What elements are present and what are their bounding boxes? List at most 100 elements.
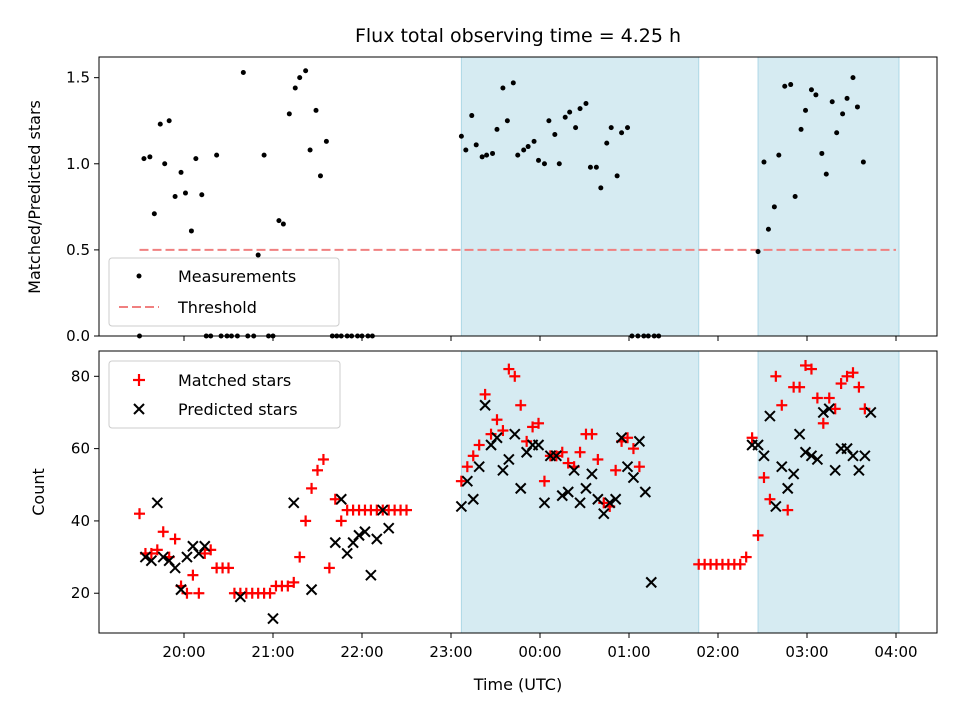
measurement-point <box>771 204 777 210</box>
predicted-point <box>139 551 152 563</box>
highlight-region <box>460 56 700 337</box>
predicted-point <box>776 460 788 473</box>
measurement-point <box>261 152 267 158</box>
predicted-point <box>479 399 491 411</box>
y-tick-label: 0.5 <box>66 241 90 259</box>
predicted-point <box>515 482 527 495</box>
predicted-point <box>181 551 193 563</box>
matched-point <box>811 392 823 404</box>
measurement-point <box>317 173 323 179</box>
measurement-point <box>813 92 819 98</box>
predicted-point <box>538 497 551 509</box>
bottom-legend: Matched stars Predicted stars <box>108 360 341 429</box>
bottom-y-ticks: 20 40 60 80 <box>71 367 99 602</box>
predicted-point <box>604 497 616 509</box>
predicted-point <box>234 591 247 603</box>
x-tick-label: 02:00 <box>696 643 739 661</box>
measurement-point <box>840 111 846 117</box>
matched-point <box>312 464 323 476</box>
legend-predicted-label: Predicted stars <box>178 400 298 419</box>
top-panel: 0.0 0.5 1.0 1.5 Matched/Predicted stars Mea… <box>25 56 938 345</box>
matched-point <box>622 432 634 444</box>
measurement-point <box>598 185 604 191</box>
bottom-legend-box <box>108 360 341 429</box>
predicted-point <box>817 406 830 419</box>
predicted-point <box>473 460 485 473</box>
predicted-point <box>377 504 389 516</box>
matched-point <box>282 580 294 592</box>
measurement-point <box>541 161 547 167</box>
measurement-point <box>782 83 788 89</box>
matched-point <box>764 493 776 505</box>
measurement-point <box>141 156 147 162</box>
measurement-point <box>172 194 178 199</box>
measurement-point <box>307 147 313 153</box>
matched-point <box>538 475 550 487</box>
predicted-point <box>633 435 646 448</box>
matched-point <box>610 464 622 476</box>
predicted-point <box>497 464 509 477</box>
predicted-point <box>382 522 395 534</box>
measurement-point <box>776 152 782 158</box>
measurement-point <box>178 169 184 175</box>
measurement-point <box>166 118 172 124</box>
measurement-point <box>494 126 500 132</box>
top-x-ticks <box>183 336 897 341</box>
measurement-point <box>755 249 761 255</box>
matched-point <box>329 493 341 505</box>
predicted-point <box>175 583 187 596</box>
top-y-axis-label: Matched/Predicted stars <box>25 100 44 294</box>
measurement-point <box>536 157 542 163</box>
predicted-point <box>764 410 776 422</box>
matched-point <box>794 381 806 393</box>
x-tick-label: 00:00 <box>518 643 561 661</box>
legend-measurements-label: Measurements <box>178 267 296 286</box>
matched-point <box>294 551 306 563</box>
measurement-point <box>854 104 860 110</box>
predicted-point <box>829 464 841 477</box>
y-tick-label: 40 <box>71 512 90 530</box>
measurement-point <box>188 228 194 234</box>
x-tick-label: 20:00 <box>162 643 205 661</box>
matched-point <box>151 544 163 556</box>
matched-point <box>800 359 812 371</box>
measurement-point <box>458 133 464 139</box>
matched-point <box>306 482 318 494</box>
measurement-point <box>587 164 593 170</box>
measurement-point <box>473 142 479 148</box>
bottom-y-axis-label: Count <box>29 468 48 516</box>
matched-point <box>627 443 639 455</box>
measurement-point <box>515 152 521 158</box>
measurement-point <box>619 130 625 136</box>
measurement-point <box>593 164 599 170</box>
x-tick-label: 03:00 <box>785 643 828 661</box>
matched-point <box>782 504 794 516</box>
measurement-point <box>490 150 496 156</box>
measurement-point <box>625 125 631 131</box>
x-tick-label: 01:00 <box>607 643 650 661</box>
matched-point <box>193 587 205 599</box>
measurement-point <box>504 118 510 124</box>
y-tick-label: 1.0 <box>66 155 90 173</box>
predicted-point <box>371 533 383 545</box>
bottom-highlight-regions <box>460 350 900 634</box>
predicted-point <box>467 493 479 505</box>
x-tick-label: 22:00 <box>340 643 383 661</box>
matched-point <box>805 363 817 375</box>
matched-point <box>853 381 865 393</box>
predicted-point <box>865 406 877 419</box>
measurement-point <box>525 144 531 150</box>
predicted-point <box>580 482 592 495</box>
measurement-point <box>531 138 537 144</box>
matched-point <box>758 472 770 484</box>
measurement-point <box>608 125 614 131</box>
matched-stars-series <box>134 359 871 599</box>
measurement-point <box>803 107 809 113</box>
predicted-point <box>532 439 545 451</box>
matched-point <box>264 587 276 599</box>
matched-point <box>829 403 841 415</box>
measurement-point <box>614 173 620 179</box>
matched-point <box>491 414 503 426</box>
measurement-point <box>182 190 188 196</box>
measurement-point <box>567 109 573 115</box>
